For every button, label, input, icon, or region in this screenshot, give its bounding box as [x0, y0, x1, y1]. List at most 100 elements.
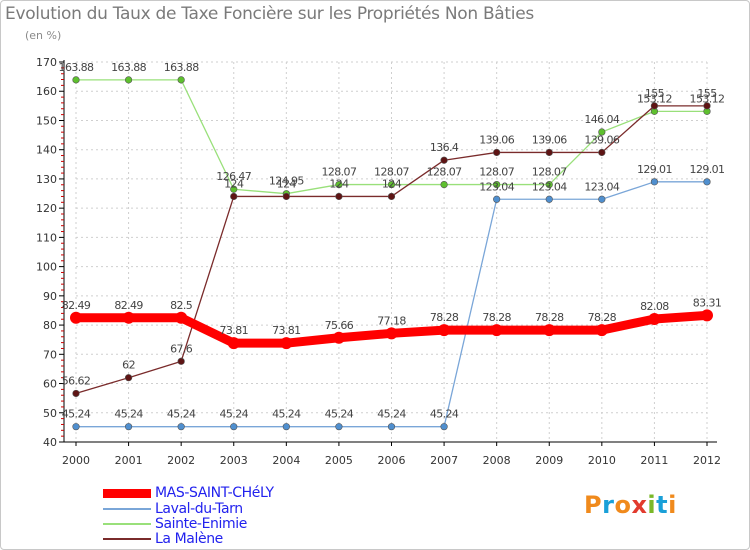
data-point-sainte-enimie-2008 [493, 180, 501, 189]
legend-label-laval-du-tarn: Laval-du-Tarn [155, 501, 243, 517]
data-label-la-malene-2012: 155 [697, 87, 717, 100]
legend-swatch-laval-du-tarn [103, 508, 151, 510]
data-label-la-malene-2000: 56.62 [62, 374, 91, 387]
logo-letter: i [647, 491, 657, 519]
data-label-sainte-enimie-2003: 126.47 [216, 170, 251, 183]
data-point-laval-du-tarn-2009 [545, 195, 553, 203]
axes: 40 50 60 70 80 90 100 110 120 130 140 150 160 170 2000… [36, 56, 721, 467]
data-label-mas-saint-chely-2008: 78.28 [482, 311, 511, 324]
data-point-la-malene-2001 [124, 374, 133, 382]
data-label-mas-saint-chely-2012: 83.31 [693, 296, 722, 309]
y-tick-label-120: 120 [36, 202, 57, 215]
data-label-laval-du-tarn-2002: 45.24 [167, 408, 196, 421]
legend-label-sainte-enimie: Sainte-Enimie [155, 516, 247, 532]
y-tick-label-100: 100 [36, 261, 57, 274]
y-tick-label-50: 50 [43, 407, 57, 420]
data-label-la-malene-2004: 124 [277, 177, 297, 190]
data-label-laval-du-tarn-2003: 45.24 [220, 408, 249, 421]
data-label-sainte-enimie-2008: 128.07 [479, 166, 514, 179]
data-label-laval-du-tarn-2009: 123.04 [532, 180, 567, 193]
data-label-sainte-enimie-2006: 128.07 [374, 166, 409, 179]
data-label-laval-du-tarn-2005: 45.24 [325, 408, 354, 421]
data-label-la-malene-2003: 124 [224, 177, 244, 190]
data-label-sainte-enimie-2001: 163.88 [111, 61, 146, 74]
data-point-laval-du-tarn-2005 [335, 423, 343, 431]
data-label-la-malene-2002: 67.6 [170, 342, 193, 355]
legend-item-la-malene: La Malène [103, 531, 223, 547]
data-label-mas-saint-chely-2010: 78.28 [588, 311, 617, 324]
data-label-laval-du-tarn-2006: 45.24 [377, 408, 406, 421]
data-label-mas-saint-chely-2006: 77.18 [377, 314, 406, 327]
data-label-laval-du-tarn-2011: 129.01 [637, 163, 672, 176]
data-label-laval-du-tarn-2001: 45.24 [114, 408, 143, 421]
data-label-sainte-enimie-2005: 128.07 [321, 166, 356, 179]
data-point-laval-du-tarn-2003 [230, 423, 238, 431]
y-axis-unit-label: (en %) [25, 29, 62, 42]
data-point-sainte-enimie-2007 [440, 180, 448, 189]
data-label-la-malene-2009: 139.06 [532, 133, 567, 146]
data-label-laval-du-tarn-2012: 129.01 [690, 163, 725, 176]
data-point-la-malene-2011 [650, 102, 659, 110]
data-label-mas-saint-chely-2005: 75.66 [325, 319, 354, 332]
x-tick-label-2008: 2008 [483, 454, 511, 467]
data-label-mas-saint-chely-2001: 82.49 [114, 299, 143, 312]
logo-letter: t [656, 491, 669, 519]
x-tick-label-2012: 2012 [693, 454, 721, 467]
data-label-la-malene-2011: 155 [645, 87, 665, 100]
data-point-laval-du-tarn-2004 [282, 423, 290, 431]
data-point-laval-du-tarn-2000 [72, 423, 80, 431]
legend-label-la-malene: La Malène [155, 531, 223, 547]
legend-label-mas-saint-chely: MAS-SAINT-CHéLY [155, 485, 274, 501]
data-labels: 82.49 82.49 82.5 73.81 73.81 75.66 77.18 78.28 7… [59, 61, 725, 421]
data-label-laval-du-tarn-2004: 45.24 [272, 408, 301, 421]
data-label-mas-saint-chely-2002: 82.5 [170, 299, 193, 312]
data-point-sainte-enimie-2003 [230, 185, 238, 193]
data-label-sainte-enimie-2004: 124.95 [269, 175, 304, 188]
data-point-mas-saint-chely-2006 [385, 327, 398, 340]
data-label-mas-saint-chely-2004: 73.81 [272, 324, 301, 337]
data-point-sainte-enimie-2002 [177, 76, 185, 84]
data-point-la-malene-2000 [72, 389, 80, 398]
data-point-la-malene-2007 [440, 156, 448, 164]
x-tick-label-2000: 2000 [62, 454, 90, 467]
data-point-sainte-enimie-2009 [545, 180, 553, 189]
data-label-sainte-enimie-2000: 163.88 [59, 61, 94, 74]
x-tick-label-2001: 2001 [115, 454, 143, 467]
data-label-sainte-enimie-2007: 128.07 [427, 166, 462, 179]
data-label-la-malene-2008: 139.06 [479, 133, 514, 146]
data-point-mas-saint-chely-2011 [648, 312, 661, 325]
legend-item-mas-saint-chely: MAS-SAINT-CHéLY [103, 485, 274, 501]
data-label-laval-du-tarn-2007: 45.24 [430, 408, 459, 421]
data-point-sainte-enimie-2000 [72, 76, 80, 84]
data-point-la-malene-2009 [545, 148, 553, 157]
proxiti-logo: Proxiti [584, 491, 677, 519]
data-point-sainte-enimie-2001 [124, 76, 133, 84]
x-tick-label-2007: 2007 [430, 454, 458, 467]
data-point-mas-saint-chely-2012 [701, 309, 713, 322]
data-point-laval-du-tarn-2012 [703, 178, 711, 186]
data-label-laval-du-tarn-2008: 123.04 [479, 180, 514, 193]
data-label-mas-saint-chely-2011: 82.08 [640, 300, 669, 313]
logo-letter: r [602, 491, 615, 519]
chart-title: Evolution du Taux de Taxe Foncière sur l… [5, 4, 534, 24]
legend-item-laval-du-tarn: Laval-du-Tarn [103, 501, 243, 517]
x-tick-label-2005: 2005 [325, 454, 353, 467]
y-tick-label-170: 170 [36, 56, 57, 69]
x-tick-label-2010: 2010 [588, 454, 616, 467]
data-point-mas-saint-chely-2000 [70, 311, 82, 324]
data-point-la-malene-2010 [598, 148, 606, 157]
data-point-laval-du-tarn-2006 [387, 423, 396, 431]
y-tick-label-130: 130 [36, 173, 57, 186]
x-tick-label-2003: 2003 [220, 454, 248, 467]
data-point-la-malene-2004 [282, 192, 290, 201]
data-label-sainte-enimie-2009: 128.07 [532, 166, 567, 179]
data-point-mas-saint-chely-2008 [490, 324, 503, 337]
data-label-laval-du-tarn-2010: 123.04 [584, 180, 619, 193]
logo-letter: P [584, 491, 603, 519]
data-point-la-malene-2012 [703, 102, 711, 110]
data-label-mas-saint-chely-2000: 82.49 [62, 299, 91, 312]
data-point-la-malene-2003 [230, 192, 238, 201]
y-tick-label-70: 70 [43, 348, 57, 361]
y-tick-label-80: 80 [43, 319, 57, 332]
